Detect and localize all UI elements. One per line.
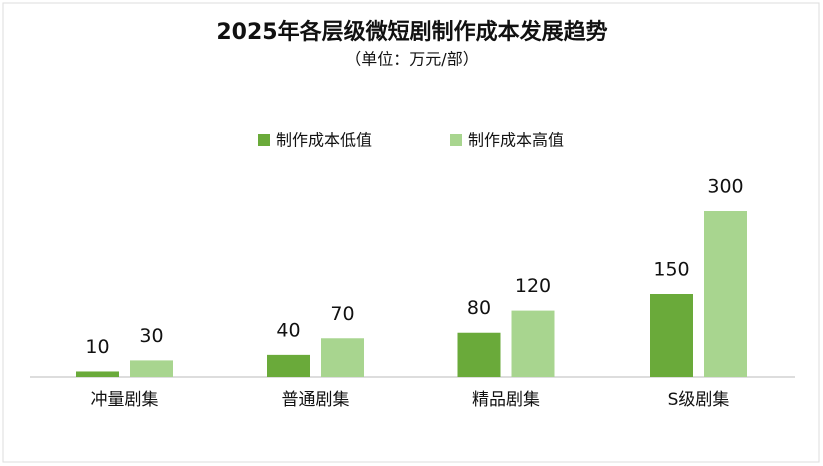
legend-swatch <box>258 134 270 146</box>
legend-label: 制作成本高值 <box>468 131 564 150</box>
data-label: 300 <box>707 176 743 198</box>
chart-subtitle: （单位：万元/部） <box>345 50 478 69</box>
bar <box>457 332 501 377</box>
bar <box>321 338 364 377</box>
bar <box>76 371 119 377</box>
x-tick-label: S级剧集 <box>668 390 730 410</box>
data-label: 70 <box>330 303 354 325</box>
bar <box>511 310 555 377</box>
bar <box>130 360 173 377</box>
data-label: 10 <box>85 336 109 358</box>
data-label: 30 <box>139 325 163 347</box>
bar <box>704 211 747 377</box>
x-tick-label: 普通剧集 <box>282 390 350 410</box>
legend-swatch <box>450 134 462 146</box>
x-tick-label: 冲量剧集 <box>91 390 159 410</box>
data-label: 80 <box>467 297 491 319</box>
chart-title: 2025年各层级微短剧制作成本发展趋势 <box>216 19 607 45</box>
data-label: 150 <box>653 259 689 281</box>
legend-label: 制作成本低值 <box>276 131 372 150</box>
data-label: 120 <box>515 275 551 297</box>
bar <box>650 294 693 377</box>
bar <box>267 354 310 377</box>
data-label: 40 <box>276 319 300 341</box>
x-tick-label: 精品剧集 <box>472 390 540 410</box>
